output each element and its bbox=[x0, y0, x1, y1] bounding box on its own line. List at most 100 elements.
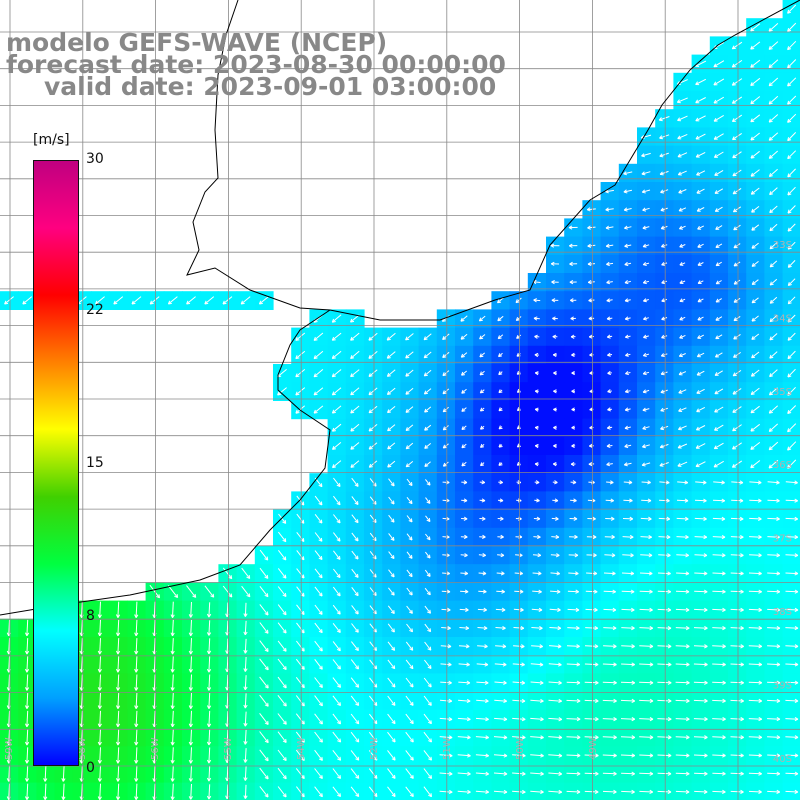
wind-arrow bbox=[731, 480, 744, 485]
wind-arrow bbox=[730, 662, 744, 667]
wind-arrow bbox=[679, 298, 686, 303]
wind-arrow bbox=[405, 695, 414, 706]
wind-arrow bbox=[733, 351, 741, 358]
wind-arrow bbox=[642, 444, 650, 449]
wind-arrow bbox=[713, 460, 724, 468]
wind-arrow bbox=[350, 369, 360, 378]
wind-arrow bbox=[624, 334, 631, 339]
wind-arrow bbox=[475, 735, 489, 740]
wind-arrow bbox=[551, 534, 560, 540]
wind-arrow bbox=[439, 717, 453, 722]
wind-arrow bbox=[585, 607, 598, 612]
wind-arrow bbox=[24, 638, 30, 655]
wind-arrow bbox=[621, 571, 635, 576]
wind-arrow bbox=[569, 279, 577, 285]
wind-arrow bbox=[713, 480, 725, 485]
wind-arrow bbox=[458, 662, 470, 667]
wind-arrow bbox=[697, 334, 705, 339]
wind-arrow bbox=[767, 716, 781, 722]
wind-arrow bbox=[498, 425, 503, 430]
wind-arrow bbox=[423, 768, 432, 779]
wind-arrow bbox=[657, 716, 672, 722]
wind-arrow bbox=[657, 607, 672, 613]
wind-arrow bbox=[479, 370, 485, 376]
wind-arrow bbox=[693, 625, 708, 631]
wind-arrow bbox=[241, 585, 251, 598]
wind-arrow bbox=[768, 459, 779, 469]
wind-arrow bbox=[295, 332, 306, 341]
wind-arrow bbox=[24, 692, 30, 709]
wind-arrow bbox=[695, 425, 706, 431]
wind-arrow bbox=[442, 425, 449, 431]
wind-arrow bbox=[277, 622, 287, 634]
wind-arrow bbox=[405, 424, 414, 431]
wind-arrow bbox=[513, 625, 525, 631]
wind-arrow bbox=[730, 625, 744, 631]
wind-arrow bbox=[694, 607, 708, 613]
wind-arrow bbox=[387, 750, 396, 761]
wind-arrow bbox=[170, 674, 175, 691]
wind-arrow bbox=[602, 662, 617, 667]
wind-arrow bbox=[787, 278, 796, 286]
wind-arrow bbox=[134, 638, 139, 655]
wind-arrow bbox=[332, 768, 341, 779]
wind-arrow bbox=[712, 680, 726, 685]
latitude-label: 34S bbox=[773, 313, 792, 324]
wind-arrow bbox=[479, 389, 485, 394]
wind-arrow bbox=[533, 316, 540, 321]
wind-arrow bbox=[621, 589, 635, 594]
wind-arrow bbox=[350, 387, 360, 396]
wind-arrow bbox=[787, 22, 797, 32]
wind-arrow bbox=[606, 280, 613, 285]
wind-arrow bbox=[767, 498, 780, 503]
wind-arrow bbox=[675, 698, 690, 704]
wind-arrow bbox=[731, 460, 743, 468]
wind-arrow bbox=[440, 662, 452, 667]
wind-arrow bbox=[206, 710, 212, 728]
wind-arrow bbox=[660, 425, 669, 431]
wind-arrow bbox=[749, 553, 762, 558]
wind-arrow bbox=[586, 571, 598, 576]
wind-arrow bbox=[551, 298, 559, 303]
wind-arrow bbox=[331, 350, 342, 359]
wind-arrow bbox=[332, 677, 341, 688]
wind-arrow bbox=[602, 698, 617, 704]
wind-arrow bbox=[61, 765, 66, 782]
wind-arrow bbox=[730, 571, 744, 576]
wind-arrow bbox=[675, 589, 690, 594]
wind-arrow bbox=[368, 442, 378, 450]
wind-arrow bbox=[677, 133, 688, 140]
wind-arrow bbox=[693, 753, 708, 758]
wind-arrow bbox=[585, 625, 599, 631]
wind-arrow bbox=[134, 619, 139, 637]
wind-arrow bbox=[566, 716, 581, 722]
wind-arrow bbox=[733, 261, 741, 267]
wind-arrow bbox=[458, 698, 471, 704]
wind-arrow bbox=[406, 533, 413, 541]
wind-arrow bbox=[785, 498, 798, 503]
wind-arrow bbox=[660, 189, 669, 194]
wind-arrow bbox=[387, 605, 395, 615]
wind-arrow bbox=[406, 587, 413, 596]
wind-arrow bbox=[314, 677, 323, 688]
wind-arrow bbox=[566, 735, 581, 740]
wind-arrow bbox=[405, 677, 414, 688]
wind-arrow bbox=[424, 424, 432, 431]
wind-arrow bbox=[259, 749, 269, 762]
wind-arrow bbox=[241, 567, 251, 579]
wind-arrow bbox=[441, 589, 451, 594]
wind-arrow bbox=[423, 713, 432, 725]
wind-arrow bbox=[588, 316, 595, 321]
wind-arrow bbox=[350, 442, 360, 450]
wind-arrow bbox=[697, 298, 704, 303]
wind-arrow bbox=[170, 765, 175, 782]
wind-arrow bbox=[405, 333, 414, 341]
wind-arrow bbox=[787, 223, 796, 232]
wind-arrow bbox=[750, 114, 761, 123]
wind-arrow bbox=[695, 480, 707, 485]
wind-arrow bbox=[222, 567, 233, 580]
wind-arrow bbox=[661, 261, 668, 266]
wind-arrow bbox=[642, 261, 650, 266]
wind-arrow bbox=[332, 622, 341, 633]
